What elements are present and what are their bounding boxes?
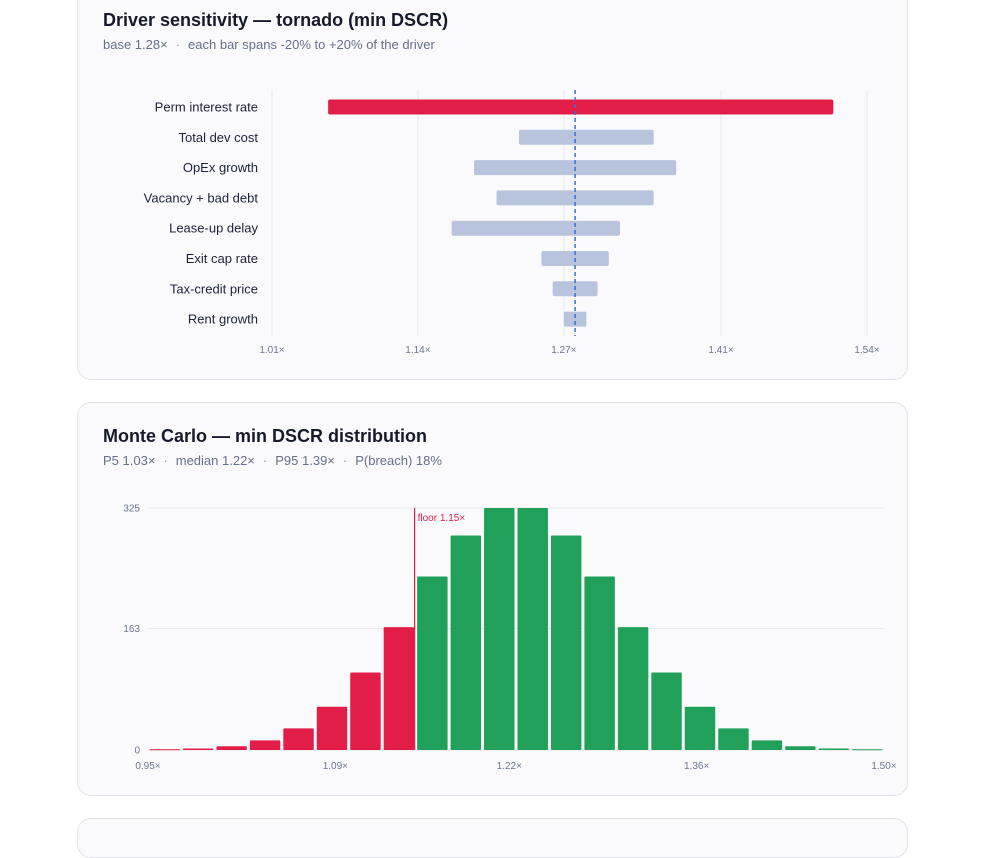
histogram-bar bbox=[149, 749, 180, 751]
histogram-bar bbox=[484, 508, 515, 750]
histogram-title: Monte Carlo — min DSCR distribution bbox=[103, 426, 427, 446]
subtitle-separator: · bbox=[175, 37, 181, 52]
tornado-chart: 1.01× 1.14× 1.27× 1.41× 1.54× Perm interest r… bbox=[144, 90, 880, 356]
tornado-bar bbox=[451, 220, 621, 236]
x-tick-label: 1.41× bbox=[708, 345, 733, 356]
histogram-bar bbox=[785, 746, 816, 750]
histogram-bar bbox=[417, 576, 448, 750]
histogram-bar bbox=[216, 746, 247, 750]
driver-label: Vacancy + bad debt bbox=[144, 190, 259, 205]
x-tick-label: 1.36× bbox=[684, 761, 709, 772]
driver-label: Total dev cost bbox=[179, 130, 259, 145]
y-tick-label: 325 bbox=[123, 504, 140, 515]
tornado-bar bbox=[518, 129, 654, 145]
stat-breach: P(breach) 18% bbox=[355, 453, 442, 468]
tornado-card: Driver sensitivity — tornado (min DSCR) … bbox=[77, 0, 908, 380]
histogram-bar bbox=[584, 576, 615, 750]
next-card bbox=[77, 818, 908, 858]
tornado-subtitle-base: base 1.28× bbox=[103, 37, 168, 52]
histogram-bar bbox=[517, 508, 548, 750]
driver-label: Rent growth bbox=[188, 312, 258, 327]
histogram-bar bbox=[617, 627, 649, 750]
stat-p95: P95 1.39× bbox=[275, 453, 335, 468]
histogram-bar bbox=[450, 535, 482, 750]
tornado-subtitle-note: each bar spans -20% to +20% of the drive… bbox=[188, 37, 435, 52]
x-tick-label: 1.27× bbox=[551, 345, 576, 356]
x-tick-label: 1.22× bbox=[497, 761, 522, 772]
tornado-subtitle: base 1.28× · each bar spans -20% to +20% o… bbox=[103, 37, 435, 52]
tornado-title: Driver sensitivity — tornado (min DSCR) bbox=[103, 10, 449, 30]
histogram-bar bbox=[283, 728, 314, 750]
histogram-bar bbox=[684, 706, 716, 750]
x-tick-label: 1.01× bbox=[259, 345, 284, 356]
y-tick-label: 0 bbox=[134, 746, 140, 757]
histogram-bar bbox=[751, 740, 783, 750]
histogram-bar bbox=[350, 672, 381, 750]
x-tick-label: 1.09× bbox=[323, 761, 348, 772]
driver-label: Tax-credit price bbox=[170, 281, 258, 296]
histogram-bar bbox=[852, 749, 883, 751]
driver-label: Lease-up delay bbox=[169, 221, 258, 236]
tornado-bar bbox=[328, 99, 834, 115]
floor-annotation: floor 1.15× bbox=[418, 513, 466, 524]
stat-median: median 1.22× bbox=[175, 453, 255, 468]
histogram-stats: P5 1.03× · median 1.22× · P95 1.39× · P(breach… bbox=[103, 453, 442, 468]
x-tick-label: 1.50× bbox=[871, 761, 896, 772]
tornado-bar bbox=[563, 311, 587, 327]
histogram-bar bbox=[651, 672, 682, 750]
histogram-chart: 0 163 325 0.95× 1.09× 1.22× 1.36× 1.50× floor 1.… bbox=[123, 504, 896, 773]
histogram-bar bbox=[316, 706, 348, 750]
y-tick-label: 163 bbox=[123, 624, 140, 635]
stat-p5: P5 1.03× bbox=[103, 453, 156, 468]
histogram-bar bbox=[249, 740, 281, 750]
driver-label: Exit cap rate bbox=[186, 251, 258, 266]
x-tick-label: 1.14× bbox=[405, 345, 430, 356]
stat-separator: · bbox=[342, 453, 348, 468]
x-tick-label: 1.54× bbox=[854, 345, 879, 356]
driver-label: OpEx growth bbox=[183, 160, 258, 175]
driver-label: Perm interest rate bbox=[155, 100, 258, 115]
stat-separator: · bbox=[163, 453, 168, 468]
histogram-bar bbox=[383, 627, 415, 750]
histogram-bar bbox=[818, 748, 850, 750]
histogram-bar bbox=[182, 748, 214, 750]
stat-separator: · bbox=[262, 453, 268, 468]
histogram-bar bbox=[550, 535, 582, 750]
histogram-bar bbox=[718, 728, 749, 750]
x-tick-label: 0.95× bbox=[135, 761, 160, 772]
